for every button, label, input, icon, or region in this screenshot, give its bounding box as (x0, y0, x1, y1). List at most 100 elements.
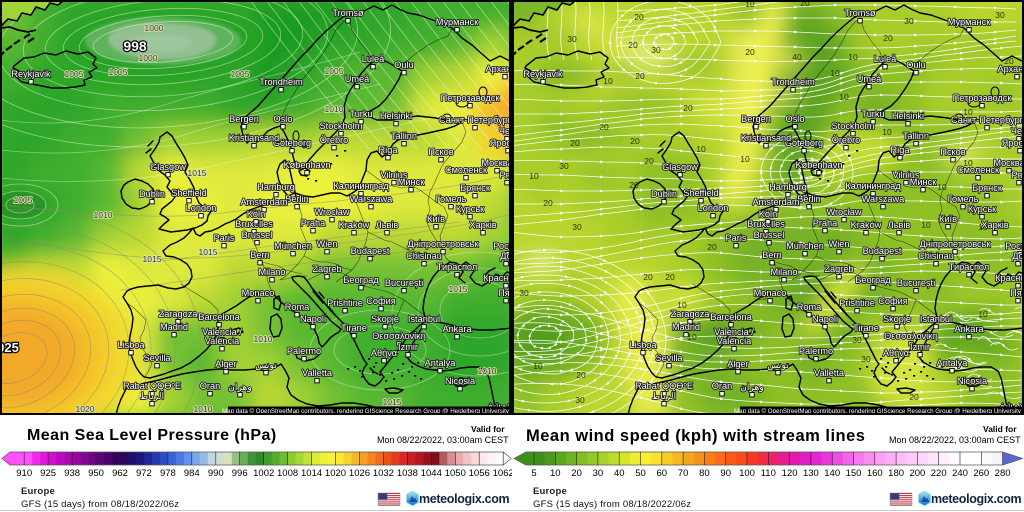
svg-text:Sevilla: Sevilla (143, 353, 171, 363)
svg-text:Amsterdam: Amsterdam (241, 197, 288, 207)
svg-text:Paris: Paris (214, 233, 235, 243)
svg-text:10: 10 (830, 68, 840, 78)
svg-text:20: 20 (665, 272, 675, 282)
svg-text:1015: 1015 (199, 247, 218, 257)
svg-text:Калининград: Калининград (845, 181, 901, 191)
svg-text:20: 20 (630, 136, 640, 146)
svg-text:Praha: Praha (301, 218, 326, 228)
svg-text:Luleå: Luleå (874, 54, 897, 64)
svg-text:120: 120 (782, 468, 798, 479)
svg-text:950: 950 (88, 468, 104, 479)
svg-text:München: München (274, 241, 312, 251)
svg-text:Prishtine: Prishtine (839, 298, 875, 308)
svg-text:910: 910 (16, 468, 32, 479)
svg-text:Budapest: Budapest (863, 246, 902, 256)
svg-text:Kraków: Kraków (339, 220, 370, 230)
svg-text:București: București (385, 278, 423, 288)
svg-text:70: 70 (678, 468, 689, 479)
svg-text:Amsterdam: Amsterdam (753, 197, 800, 207)
svg-text:1050: 1050 (445, 468, 466, 479)
svg-text:Zagreb: Zagreb (824, 264, 853, 274)
svg-text:Palermo: Palermo (799, 346, 833, 356)
svg-text:80: 80 (699, 468, 710, 479)
svg-text:Glasgow: Glasgow (662, 162, 698, 172)
svg-text:Тираспол: Тираспол (437, 262, 477, 272)
svg-text:Θεσσαλονίκη: Θεσσαλονίκη (884, 331, 938, 341)
svg-text:Смоленск: Смоленск (445, 165, 488, 175)
svg-text:998: 998 (123, 38, 147, 54)
svg-text:20: 20 (643, 343, 653, 353)
svg-text:Псков: Псков (428, 147, 453, 157)
svg-text:Nicosia: Nicosia (957, 376, 988, 386)
svg-text:Брянск: Брянск (460, 183, 491, 193)
svg-text:Мурманск: Мурманск (948, 17, 991, 27)
svg-text:Valletta: Valletta (814, 368, 845, 378)
svg-text:الرباط: الرباط (652, 391, 676, 402)
svg-text:5: 5 (531, 468, 536, 479)
svg-text:962: 962 (112, 468, 128, 479)
svg-text:Helsinki: Helsinki (380, 111, 412, 121)
svg-text:10: 10 (978, 222, 988, 232)
svg-text:1032: 1032 (373, 468, 394, 479)
svg-text:Map data © OpenStreetMap contr: Map data © OpenStreetMap contributors, r… (222, 408, 510, 415)
svg-text:025: 025 (0, 340, 19, 355)
svg-text:10: 10 (533, 361, 543, 371)
svg-text:10: 10 (937, 182, 947, 192)
svg-text:Київ: Київ (939, 214, 957, 224)
svg-text:Oulu: Oulu (394, 60, 413, 70)
svg-text:10: 10 (978, 309, 988, 319)
svg-text:València: València (205, 336, 240, 346)
svg-text:London: London (698, 203, 729, 213)
svg-text:Чер: Чер (1011, 126, 1024, 136)
svg-text:90: 90 (720, 468, 731, 479)
svg-text:Zagreb: Zagreb (312, 264, 341, 274)
svg-text:Stockholm: Stockholm (832, 121, 875, 131)
svg-text:10: 10 (963, 158, 973, 168)
svg-text:Київ: Київ (427, 214, 445, 224)
svg-text:220: 220 (931, 468, 947, 479)
svg-text:Helsinki: Helsinki (892, 111, 924, 121)
svg-text:Ankara: Ankara (442, 324, 472, 334)
svg-text:Rabat QQѲᵒE: Rabat QQѲᵒE (123, 381, 181, 391)
svg-text:20: 20 (634, 12, 644, 22)
svg-text:Milano: Milano (770, 267, 797, 277)
svg-text:978: 978 (160, 468, 176, 479)
svg-text:Kristiansand: Kristiansand (229, 133, 280, 143)
svg-text:20: 20 (757, 292, 767, 302)
svg-text:Monaco: Monaco (242, 288, 275, 298)
svg-text:Минск: Минск (398, 177, 425, 187)
svg-text:Alger: Alger (215, 359, 236, 369)
svg-text:Tallinn: Tallinn (391, 131, 417, 141)
svg-text:1020: 1020 (325, 468, 346, 479)
svg-text:Göteborg: Göteborg (273, 138, 311, 148)
svg-text:10: 10 (921, 220, 931, 230)
svg-text:Oran: Oran (200, 381, 220, 391)
svg-text:200: 200 (909, 468, 925, 479)
svg-text:50: 50 (635, 468, 646, 479)
svg-text:Петрозаводск: Петрозаводск (441, 93, 501, 103)
svg-text:Riga: Riga (379, 145, 399, 155)
svg-text:Oslo: Oslo (274, 114, 293, 124)
svg-text:وهران: وهران (740, 382, 764, 393)
svg-text:Tromsø: Tromsø (844, 8, 876, 18)
svg-text:Antalya: Antalya (937, 358, 969, 368)
svg-text:160: 160 (867, 468, 883, 479)
svg-text:Kraków: Kraków (851, 220, 882, 230)
svg-text:Lisboa: Lisboa (629, 340, 657, 350)
svg-text:1015: 1015 (143, 254, 162, 264)
svg-text:София: София (366, 296, 395, 306)
svg-text:30: 30 (852, 335, 862, 345)
svg-text:260: 260 (973, 468, 989, 479)
svg-text:Hamburg: Hamburg (769, 182, 807, 192)
svg-text:Sevilla: Sevilla (655, 353, 683, 363)
svg-text:København: København (284, 160, 331, 170)
svg-text:Oulu: Oulu (906, 60, 925, 70)
svg-text:150: 150 (846, 468, 862, 479)
svg-text:Barcelona: Barcelona (198, 312, 240, 322)
svg-text:1015: 1015 (449, 284, 468, 294)
svg-text:1014: 1014 (301, 468, 322, 479)
svg-text:Минск: Минск (910, 177, 937, 187)
svg-text:10: 10 (745, 0, 755, 9)
svg-text:Санкт-Петербург: Санкт-Петербург (439, 115, 512, 125)
svg-text:Glasgow: Glasgow (150, 162, 186, 172)
